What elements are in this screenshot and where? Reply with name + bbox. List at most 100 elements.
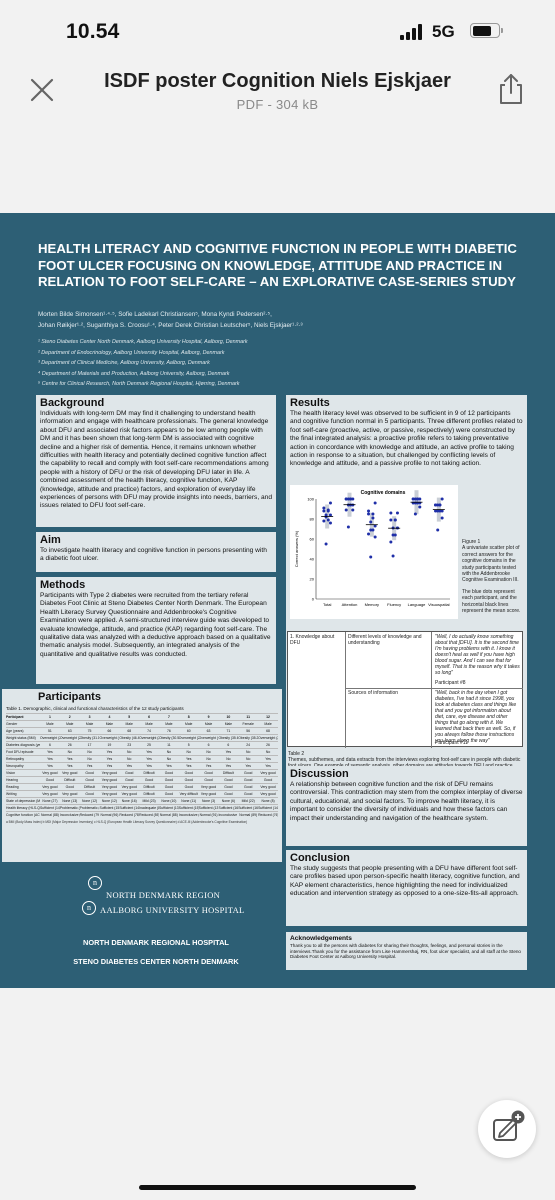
table-cell: Good: [79, 769, 100, 777]
methods-text: Participants with Type 2 diabetes were r…: [40, 592, 271, 658]
aim-text: To investigate health literacy and cogni…: [40, 547, 267, 563]
table-cell: 6: [198, 741, 219, 749]
table-cell: 5: [178, 741, 199, 749]
close-icon[interactable]: [28, 76, 56, 104]
table-cell: Good: [40, 776, 60, 784]
table-cell: Very good: [99, 776, 120, 784]
data-point: [346, 497, 350, 501]
table-cell: Sufficient (14): [258, 804, 278, 812]
poster-affiliations: ¹ Steno Diabetes Center North Denmark, A…: [38, 339, 248, 387]
share-icon[interactable]: [496, 72, 526, 106]
table-cell: Good: [238, 783, 259, 791]
chart-title: Cognitive domains: [361, 490, 406, 496]
table-cell: Good: [178, 769, 199, 777]
table-cell: Very good: [198, 790, 219, 798]
table-cell: 66: [99, 727, 120, 735]
table-cell: Very good: [99, 769, 120, 777]
table-cell: No: [59, 748, 80, 756]
methods-section: Methods Participants with Type 2 diabete…: [36, 577, 276, 684]
data-point: [324, 542, 328, 546]
y-tick-label: 80: [310, 517, 315, 522]
table-cell: 11: [238, 713, 259, 721]
data-point: [395, 511, 399, 515]
data-point: [373, 524, 377, 528]
figure1-caption: Figure 1 A univariate scatter plot of co…: [462, 539, 521, 615]
discussion-text: A relationship between cognitive functio…: [290, 781, 523, 822]
table-cell: Difficult: [139, 769, 159, 777]
data-point: [369, 555, 373, 559]
table-cell: Good: [218, 783, 239, 791]
table-cell: Reduced (79): [79, 811, 100, 818]
data-point: [416, 497, 420, 501]
table2-theme: 1. Knowledge about DFU: [290, 634, 335, 646]
table-cell: Very difficult: [178, 790, 199, 798]
data-point: [367, 509, 371, 513]
table-cell: 2: [59, 713, 80, 721]
table-cell: 8: [178, 713, 199, 721]
status-time: 10.54: [66, 20, 120, 43]
table-cell: Male: [218, 720, 239, 728]
table-cell: Yes: [158, 762, 179, 770]
table-cell: No: [119, 755, 140, 763]
table-cell: Male: [119, 720, 140, 728]
results-heading: Results: [290, 397, 330, 409]
table-row: Diabetes diagnosis (years)62617192325115…: [6, 741, 278, 749]
poster-title: HEALTH LITERACY AND COGNITIVE FUNCTION I…: [38, 241, 517, 289]
document-subtitle: PDF - 304 kB: [236, 97, 319, 112]
table-cell: Overweight (26.7): [258, 734, 278, 742]
table-cell: No: [79, 748, 100, 756]
table-cell: None (6): [218, 797, 239, 805]
table-cell: Good: [119, 769, 140, 777]
table-cell: Very good: [99, 783, 120, 791]
table2-subtheme-1: Different levels of knowledge and unders…: [348, 634, 422, 646]
markup-button[interactable]: [478, 1100, 536, 1158]
network-type: 5G: [432, 22, 455, 41]
table-cell: Very good: [198, 783, 219, 791]
table-cell: No: [238, 748, 259, 756]
table-cell: Good: [158, 769, 179, 777]
table-cell: Inconclusive (84): [218, 811, 239, 818]
table-cell: Good: [238, 790, 259, 798]
scatter-plot: Cognitive domains 0 20 40 60 80 100 Correct ans…: [294, 490, 450, 607]
table-cell: Obesity (30.5): [158, 734, 179, 742]
table-row: Retinopathy Yes Yes No Yes No Yes No Yes No No No Ye…: [6, 755, 278, 763]
data-point: [351, 497, 355, 501]
table-cell: Male: [40, 720, 60, 728]
markup-pen-icon: [493, 1110, 525, 1141]
table-cell: Yes: [40, 755, 60, 763]
data-point: [326, 508, 330, 512]
conclusion-section: Conclusion The study suggests that peopl…: [286, 850, 527, 926]
table-cell: Good: [158, 790, 179, 798]
data-point: [389, 511, 393, 515]
table-cell: 68: [119, 727, 140, 735]
table-cell: Yes: [40, 748, 60, 756]
table-cell: Diabetes diagnosis (years): [6, 741, 40, 749]
table-cell: 1: [40, 713, 60, 721]
table-cell: 17: [79, 741, 100, 749]
table-cell: Difficult: [139, 790, 159, 798]
table-cell: None (11): [178, 797, 199, 805]
table-cell: 10: [218, 713, 239, 721]
table-cell: Sufficient (14): [119, 804, 140, 812]
acknowledgements-section: Acknowledgements Thank you to all the pe…: [286, 932, 527, 970]
y-tick-label: 0: [312, 597, 315, 602]
data-point: [413, 512, 417, 516]
data-point: [344, 508, 348, 512]
table-cell: Inconclusive (82): [59, 811, 80, 818]
x-tick-label: Fluency: [387, 602, 401, 607]
table-cell: 6: [139, 713, 159, 721]
data-point: [369, 520, 373, 524]
table-cell: Yes: [99, 755, 120, 763]
home-indicator: [139, 1185, 416, 1190]
table-cell: Yes: [258, 755, 278, 763]
table-cell: Weight status (BMI): [6, 734, 40, 742]
data-point: [373, 501, 377, 505]
table-cell: Vision: [6, 769, 40, 777]
participants-table: Table 1. Demographic, clinical and funct…: [6, 705, 278, 824]
table-cell: State of depression (MDI score): [6, 797, 40, 805]
table-cell: No: [79, 755, 100, 763]
table-row: Weight status (BMI)Overweight (27.4)Over…: [6, 734, 278, 742]
document-header: ISDF poster Cognition Niels Ejskjaer PDF…: [0, 62, 555, 122]
table-cell: 6: [40, 741, 60, 749]
discussion-section: Discussion A relationship between cognit…: [286, 766, 527, 846]
